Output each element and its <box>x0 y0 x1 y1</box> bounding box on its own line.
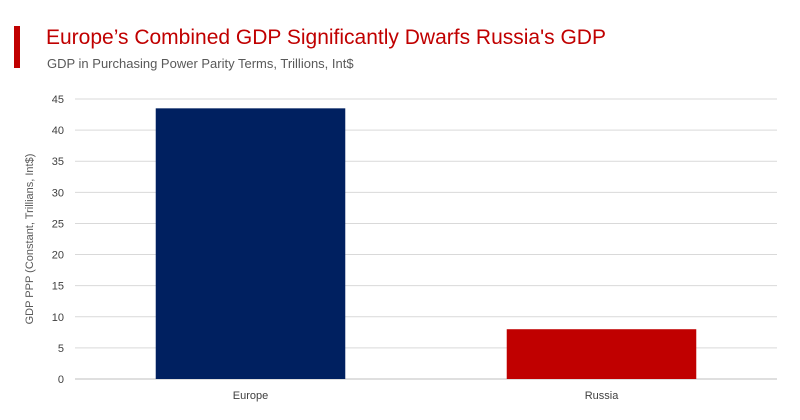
y-tick-label: 35 <box>52 156 64 168</box>
y-tick-label: 10 <box>52 312 64 324</box>
bars <box>155 108 697 379</box>
y-tick-label: 20 <box>52 250 64 262</box>
y-tick-label: 0 <box>58 374 64 386</box>
y-tick-label: 45 <box>52 94 64 106</box>
y-tick-label: 25 <box>52 218 64 230</box>
y-axis-ticks: 0 5 10 15 20 25 30 35 40 45 <box>52 94 64 386</box>
title-accent-bar <box>14 26 20 68</box>
x-tick-label-europe: Europe <box>233 390 268 402</box>
bar-russia <box>506 329 697 379</box>
x-axis-ticks: Europe Russia <box>233 390 619 402</box>
y-tick-label: 5 <box>58 343 64 355</box>
x-tick-label-russia: Russia <box>585 390 620 402</box>
bar-europe <box>155 108 346 379</box>
y-tick-label: 40 <box>52 125 64 137</box>
chart-subtitle: GDP in Purchasing Power Parity Terms, Tr… <box>47 56 354 71</box>
y-axis-label: GDP PPP (Constant, Trillians, Int$) <box>24 154 36 325</box>
y-tick-label: 30 <box>52 187 64 199</box>
chart-title: Europe’s Combined GDP Significantly Dwar… <box>46 26 606 49</box>
y-tick-label: 15 <box>52 281 64 293</box>
